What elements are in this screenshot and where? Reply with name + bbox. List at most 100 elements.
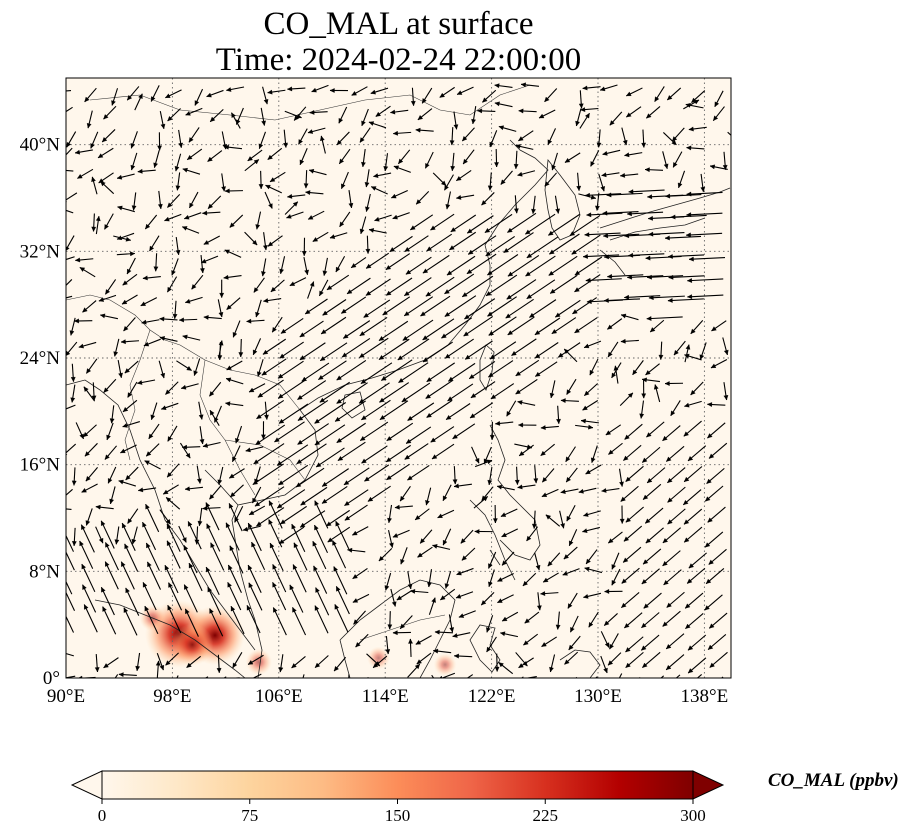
wind-vector-head xyxy=(286,214,292,219)
wind-vector-head xyxy=(365,206,370,212)
wind-vector-shaft xyxy=(548,213,580,236)
wind-vector-head xyxy=(100,181,106,187)
wind-vector-shaft xyxy=(313,524,329,554)
wind-vector-head xyxy=(574,287,580,293)
wind-vector-shaft xyxy=(359,421,389,442)
wind-vector-head xyxy=(641,377,647,383)
wind-vector-head xyxy=(647,215,653,221)
wind-vector-shaft xyxy=(144,605,159,635)
wind-vector-head xyxy=(165,519,171,525)
wind-vector-head xyxy=(585,558,591,565)
wind-vector-head xyxy=(205,502,211,508)
wind-vector-shaft xyxy=(315,587,330,616)
wind-vector-head xyxy=(425,500,430,506)
wind-vector-shaft xyxy=(66,591,76,611)
border-southeast-asia xyxy=(179,344,306,496)
wind-vector-head xyxy=(268,203,273,209)
wind-vector-shaft xyxy=(279,341,304,359)
wind-vector-shaft xyxy=(314,500,329,529)
wind-vector-head xyxy=(494,101,500,107)
wind-vector-shaft xyxy=(344,489,369,507)
concentration-layer xyxy=(139,600,457,677)
wind-vector-head xyxy=(150,414,156,421)
wind-vector-head xyxy=(304,269,309,276)
wind-vector-shaft xyxy=(321,486,348,504)
wind-vector-head xyxy=(736,140,741,145)
wind-vector-head xyxy=(469,413,476,419)
wind-vector-head xyxy=(445,204,451,210)
wind-vector-shaft xyxy=(687,294,724,298)
wind-vector-head xyxy=(687,456,694,462)
wind-vector-shaft xyxy=(379,382,410,403)
wind-vector-head xyxy=(603,667,608,674)
wind-vector-head xyxy=(94,667,100,673)
wind-vector-head xyxy=(392,630,398,636)
wind-vector-head xyxy=(544,96,550,103)
wind-vector-shaft xyxy=(188,562,203,592)
wind-vector-head xyxy=(626,112,632,118)
wind-vector-head xyxy=(710,363,717,369)
wind-vector-shaft xyxy=(583,254,620,258)
wind-vector-head xyxy=(415,640,422,645)
wind-vector-head xyxy=(391,193,397,199)
wind-vector-shaft xyxy=(66,89,72,92)
wind-vector-shaft xyxy=(66,106,73,113)
wind-vector-head xyxy=(582,528,588,533)
wind-vector-head xyxy=(297,415,304,421)
colorbar-tick-label: 0 xyxy=(98,806,107,825)
wind-vector-head xyxy=(339,158,345,165)
wind-vector-shaft xyxy=(526,279,556,300)
wind-vector-head xyxy=(605,430,612,436)
wind-vector-head xyxy=(590,161,595,167)
wind-vector-head xyxy=(314,524,319,531)
wind-vector-head xyxy=(226,87,232,92)
wind-vector-head xyxy=(159,316,165,322)
wind-vector-head xyxy=(130,164,136,171)
wind-vector-shaft xyxy=(467,235,497,255)
wind-vector-head xyxy=(444,184,449,191)
wind-vector-shaft xyxy=(382,296,411,316)
coastlines xyxy=(66,139,731,678)
wind-vector-head xyxy=(54,506,59,510)
wind-vector-head xyxy=(256,371,262,377)
wind-vector-head xyxy=(186,154,193,160)
wind-vector-head xyxy=(91,226,97,232)
wind-vector-head xyxy=(477,108,483,114)
wind-vector-shaft xyxy=(422,341,453,363)
wind-vector-head xyxy=(545,514,552,520)
wind-vector-shaft xyxy=(187,521,202,550)
wind-vector-head xyxy=(518,108,524,114)
wind-vector-head xyxy=(109,498,114,505)
wind-vector-head xyxy=(219,292,225,298)
wind-vector-head xyxy=(143,341,150,347)
wind-vector-head xyxy=(514,479,520,485)
wind-vector-head xyxy=(560,398,566,404)
wind-vector-shaft xyxy=(488,360,514,378)
wind-vector-shaft xyxy=(627,275,664,279)
wind-vector-head xyxy=(55,298,60,302)
wind-vector-head xyxy=(167,604,172,611)
lon-tick-label: 138°E xyxy=(681,686,729,707)
wind-vector-shaft xyxy=(397,338,430,361)
wind-vector-head xyxy=(498,662,504,668)
wind-vector-head xyxy=(343,333,349,339)
wind-vector-head xyxy=(466,269,473,274)
wind-vector-head xyxy=(649,327,656,333)
wind-vector-head xyxy=(166,523,172,530)
wind-vector-head xyxy=(321,498,328,504)
wind-vector-head xyxy=(427,582,432,588)
wind-vector-head xyxy=(187,521,193,527)
wind-vector-head xyxy=(463,331,469,337)
wind-vector-head xyxy=(383,166,389,172)
wind-vector-head xyxy=(690,328,696,335)
wind-vector-head xyxy=(79,267,86,272)
wind-vector-head xyxy=(125,236,132,242)
wind-vector-head xyxy=(518,663,524,668)
wind-vector-head xyxy=(458,613,465,618)
wind-vector-head xyxy=(159,336,165,341)
wind-vector-head xyxy=(584,232,590,238)
wind-vector-shaft xyxy=(444,295,477,317)
wind-vector-head xyxy=(73,318,80,324)
wind-vector-head xyxy=(124,368,130,374)
wind-vector-head xyxy=(272,327,277,333)
